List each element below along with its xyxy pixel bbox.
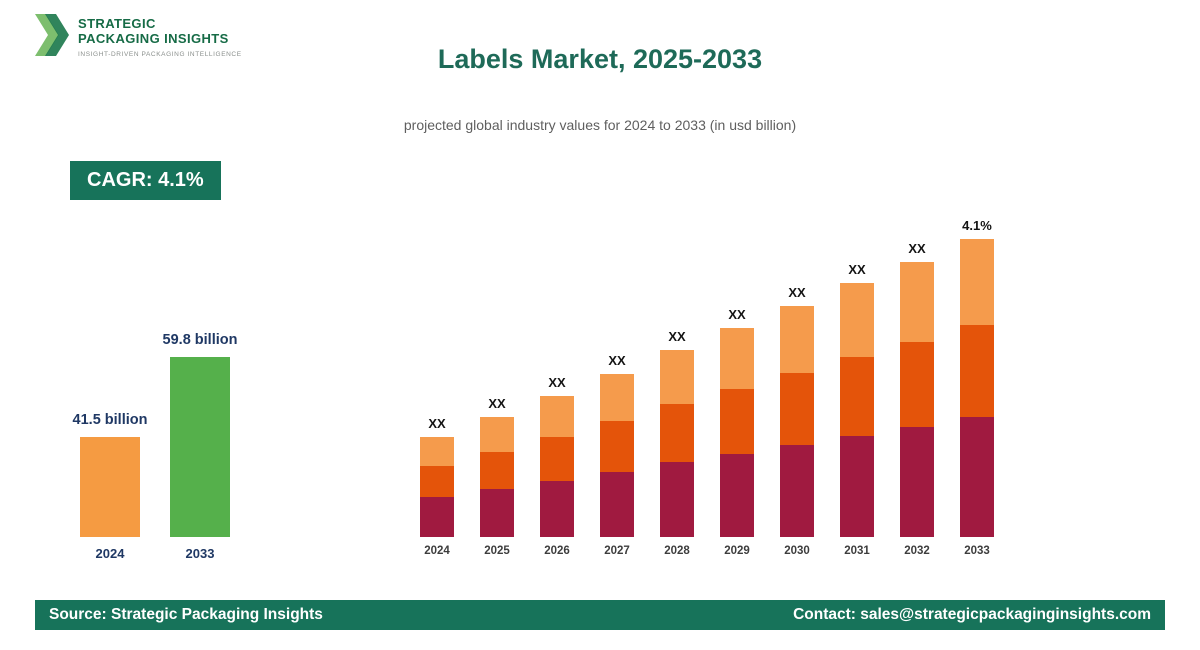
bar-top-label: XX [548, 375, 566, 390]
bar-top-label: XX [608, 353, 626, 368]
bar-year-label: 2024 [95, 546, 125, 561]
logo-text: STRATEGIC PACKAGING INSIGHTS INSIGHT-DRI… [78, 12, 242, 58]
bar-segment-top [840, 283, 874, 357]
bar-year-label: 2029 [724, 545, 750, 557]
stacked-bar-group: XX 2029 [720, 307, 754, 557]
bar-segment-top [480, 417, 514, 452]
double-chevron-right-icon [35, 14, 69, 56]
bar-segment-middle [720, 389, 754, 454]
bar-top-label: XX [728, 307, 746, 322]
bar-segment-middle [480, 452, 514, 489]
stacked-bar-group: XX 2026 [540, 375, 574, 557]
bar-segment-bottom [480, 489, 514, 537]
bar-segment-middle [660, 404, 694, 462]
bar-segment-middle [540, 437, 574, 481]
mini-bar [170, 357, 230, 537]
stacked-bar-group: XX 2030 [780, 285, 814, 557]
logo-tagline: INSIGHT-DRIVEN PACKAGING INTELLIGENCE [78, 51, 242, 58]
logo-line1: STRATEGIC [78, 16, 156, 31]
stacked-bar-group: XX 2024 [420, 416, 454, 557]
bar-segment-top [960, 239, 994, 325]
bar-value-label: 59.8 billion [162, 332, 238, 348]
bar-segment-top [420, 437, 454, 466]
stacked-bar-group: XX 2027 [600, 353, 634, 557]
stacked-bar [420, 437, 454, 537]
bar-year-label: 2028 [664, 545, 690, 557]
stacked-bar [600, 374, 634, 537]
cagr-badge: CAGR: 4.1% [70, 161, 221, 200]
bar-segment-bottom [540, 481, 574, 537]
footer-source: Source: Strategic Packaging Insights [49, 606, 323, 623]
stacked-bar [660, 350, 694, 537]
bar-segment-bottom [960, 417, 994, 537]
stacked-bar [960, 239, 994, 537]
bar-segment-bottom [840, 436, 874, 537]
logo-line2: PACKAGING INSIGHTS [78, 31, 229, 46]
page-title: Labels Market, 2025-2033 [437, 44, 763, 74]
bar-year-label: 2031 [844, 545, 870, 557]
bar-segment-bottom [900, 427, 934, 537]
bar-segment-bottom [420, 497, 454, 537]
bar-top-label: XX [488, 396, 506, 411]
bar-top-label: XX [908, 241, 926, 256]
bar-top-label: XX [788, 285, 806, 300]
bar-year-label: 2024 [424, 545, 450, 557]
stacked-bar-group: 4.1% 2033 [960, 218, 994, 557]
bar-segment-middle [900, 342, 934, 427]
bar-segment-top [540, 396, 574, 437]
stacked-bar-group: XX 2025 [480, 396, 514, 557]
bar-segment-middle [420, 466, 454, 497]
bar-year-label: 2030 [784, 545, 810, 557]
stacked-bar-group: XX 2032 [900, 241, 934, 557]
footer-contact: Contact: sales@strategicpackaginginsight… [793, 606, 1151, 623]
stacked-bar [720, 328, 754, 537]
logo: STRATEGIC PACKAGING INSIGHTS INSIGHT-DRI… [35, 12, 242, 58]
bar-year-label: 2033 [185, 546, 215, 561]
bar-year-label: 2027 [604, 545, 630, 557]
stacked-bar [840, 283, 874, 537]
bar-segment-bottom [660, 462, 694, 537]
stacked-bar-group: XX 2031 [840, 262, 874, 557]
bar-segment-top [600, 374, 634, 421]
footer-bar: Source: Strategic Packaging Insights Con… [35, 600, 1165, 630]
stacked-bar-group: XX 2028 [660, 329, 694, 557]
mini-bar [80, 437, 140, 537]
mini-chart: 41.5 billion 2024 59.8 billion 2033 [73, 332, 238, 561]
bar-segment-top [720, 328, 754, 389]
bar-segment-bottom [600, 472, 634, 537]
stacked-bar [540, 396, 574, 537]
bar-segment-top [780, 306, 814, 373]
bar-top-label: 4.1% [962, 218, 992, 233]
bar-segment-bottom [720, 454, 754, 537]
bar-top-label: XX [848, 262, 866, 277]
bar-top-label: XX [428, 416, 446, 431]
bar-value-label: 41.5 billion [72, 412, 148, 428]
stacked-bar [780, 306, 814, 537]
mini-bar-group: 41.5 billion 2024 [73, 412, 148, 561]
bar-segment-middle [840, 357, 874, 436]
bar-top-label: XX [668, 329, 686, 344]
bar-segment-middle [960, 325, 994, 417]
stacked-bar [900, 262, 934, 537]
bar-segment-bottom [780, 445, 814, 537]
bar-year-label: 2032 [904, 545, 930, 557]
bar-year-label: 2025 [484, 545, 510, 557]
bar-segment-top [660, 350, 694, 404]
bar-year-label: 2033 [964, 545, 990, 557]
stacked-bar [480, 417, 514, 537]
bar-segment-middle [780, 373, 814, 445]
bar-year-label: 2026 [544, 545, 570, 557]
page-subtitle: projected global industry values for 202… [403, 117, 797, 133]
mini-bar-group: 59.8 billion 2033 [163, 332, 238, 561]
bar-segment-top [900, 262, 934, 342]
bar-segment-middle [600, 421, 634, 472]
main-chart: XX 2024 XX 2025 XX 2026 XX 2027 XX 2028 XX 2029 XX 20… [420, 218, 994, 557]
